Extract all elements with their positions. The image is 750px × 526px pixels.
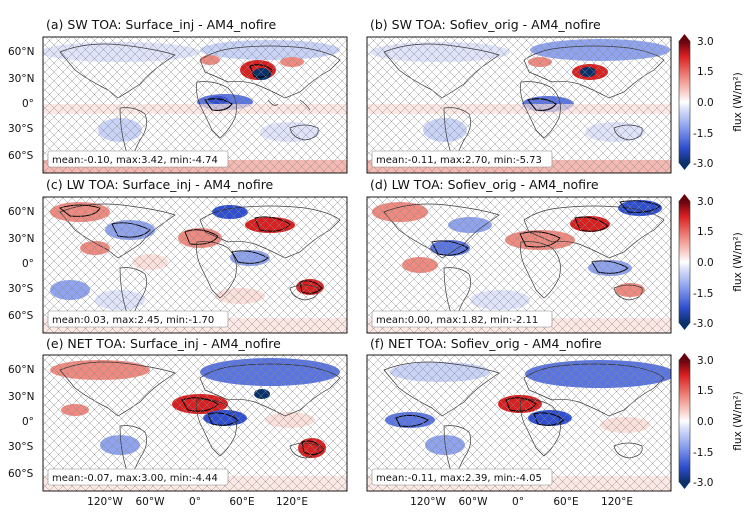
colorbar-tick: 0.0	[697, 416, 714, 428]
lat-tick: 60°N	[8, 206, 34, 218]
colorbar-tick: -3.0	[693, 318, 714, 330]
lon-tick: 120°E	[601, 496, 633, 508]
lat-tick: 30°N	[8, 73, 34, 85]
lat-tick: 30°S	[8, 123, 34, 135]
lon-tick: 60°W	[459, 496, 489, 508]
colorbar-tick: 0.0	[697, 257, 714, 269]
colorbar-tick: -1.5	[693, 447, 714, 459]
panel-f-title: (f) NET TOA: Sofiev_orig - AM4_nofire	[370, 336, 602, 351]
lon-tick: 120°W	[410, 496, 446, 508]
colorbar-tick: -3.0	[693, 158, 714, 170]
lon-tick: 60°E	[553, 496, 578, 508]
colorbar-tick: 3.0	[697, 355, 714, 367]
colorbar-tick: -1.5	[693, 288, 714, 300]
colorbar-tick: 1.5	[697, 385, 714, 397]
lat-tick: 30°S	[8, 283, 34, 295]
panel-b-stats: mean:-0.11, max:2.70, min:-5.73	[376, 155, 542, 166]
panel-a-title: (a) SW TOA: Surface_inj - AM4_nofire	[46, 17, 276, 32]
colorbar-label: flux (W/m²)	[732, 72, 744, 131]
panel-a: (a) SW TOA: Surface_inj - AM4_nofire	[42, 17, 348, 174]
colorbar-tick: 3.0	[697, 196, 714, 208]
lat-tick: 60°S	[8, 310, 34, 322]
panel-c-stats: mean:0.03, max:2.45, min:-1.70	[52, 315, 214, 326]
colorbar-tick: 3.0	[697, 36, 714, 48]
latitude-ticks-row-2: 60°N 30°N 0° 30°S 60°S	[8, 206, 34, 322]
lat-tick: 30°N	[8, 391, 34, 403]
colorbar-tick: 1.5	[697, 66, 714, 78]
lon-tick: 120°W	[87, 496, 123, 508]
lat-tick: 30°N	[8, 233, 34, 245]
colorbar-tick: -3.0	[693, 477, 714, 489]
panel-d-title: (d) LW TOA: Sofiev_orig - AM4_nofire	[370, 177, 599, 192]
latitude-ticks-row-1: 60°N 30°N 0° 30°S 60°S	[8, 46, 34, 162]
panel-b-title: (b) SW TOA: Sofiev_orig - AM4_nofire	[370, 17, 601, 32]
colorbar-2: 3.0 1.5 0.0 -1.5 -3.0 flux (W/m²)	[678, 194, 744, 330]
lon-tick: 60°W	[136, 496, 166, 508]
colorbar-3: 3.0 1.5 0.0 -1.5 -3.0 flux (W/m²)	[678, 353, 744, 489]
lat-tick: 60°S	[8, 150, 34, 162]
panel-b: (b) SW TOA: Sofiev_orig - AM4_nofire	[366, 17, 672, 174]
panel-c: (c) LW TOA: Surface_inj - AM4_nofire	[42, 177, 348, 334]
lat-tick: 60°N	[8, 46, 34, 58]
panel-a-stats: mean:-0.10, max:3.42, min:-4.74	[52, 155, 218, 166]
colorbar-label: flux (W/m²)	[732, 391, 744, 450]
panel-f-stats: mean:-0.11, max:2.39, min:-4.05	[376, 473, 542, 484]
lat-tick: 60°N	[8, 364, 34, 376]
colorbar-label: flux (W/m²)	[732, 232, 744, 291]
longitude-ticks-right: 120°W 60°W 0° 60°E 120°E	[410, 496, 633, 508]
lat-tick: 0°	[22, 98, 34, 110]
lon-tick: 60°E	[229, 496, 254, 508]
longitude-ticks-left: 120°W 60°W 0° 60°E 120°E	[87, 496, 308, 508]
panel-f: (f) NET TOA: Sofiev_orig - AM4_nofire	[366, 336, 672, 492]
colorbar-tick: -1.5	[693, 128, 714, 140]
latitude-ticks-row-3: 60°N 30°N 0° 30°S 60°S	[8, 364, 34, 480]
lat-tick: 0°	[22, 258, 34, 270]
panel-d: (d) LW TOA: Sofiev_orig - AM4_nofire	[366, 177, 672, 334]
panel-d-stats: mean:0.00, max:1.82, min:-2.11	[376, 315, 538, 326]
lon-tick: 120°E	[276, 496, 308, 508]
lat-tick: 60°S	[8, 468, 34, 480]
panel-c-title: (c) LW TOA: Surface_inj - AM4_nofire	[46, 177, 274, 192]
lon-tick: 0°	[512, 496, 524, 508]
colorbar-1: 3.0 1.5 0.0 -1.5 -3.0 flux (W/m²)	[678, 34, 744, 170]
lat-tick: 0°	[22, 416, 34, 428]
lon-tick: 0°	[189, 496, 201, 508]
colorbar-tick: 0.0	[697, 97, 714, 109]
panel-e-title: (e) NET TOA: Surface_inj - AM4_nofire	[46, 336, 281, 351]
panel-e-stats: mean:-0.07, max:3.00, min:-4.44	[52, 473, 218, 484]
colorbar-tick: 1.5	[697, 226, 714, 238]
lat-tick: 30°S	[8, 441, 34, 453]
panel-e: (e) NET TOA: Surface_inj - AM4_nofire	[42, 336, 348, 492]
